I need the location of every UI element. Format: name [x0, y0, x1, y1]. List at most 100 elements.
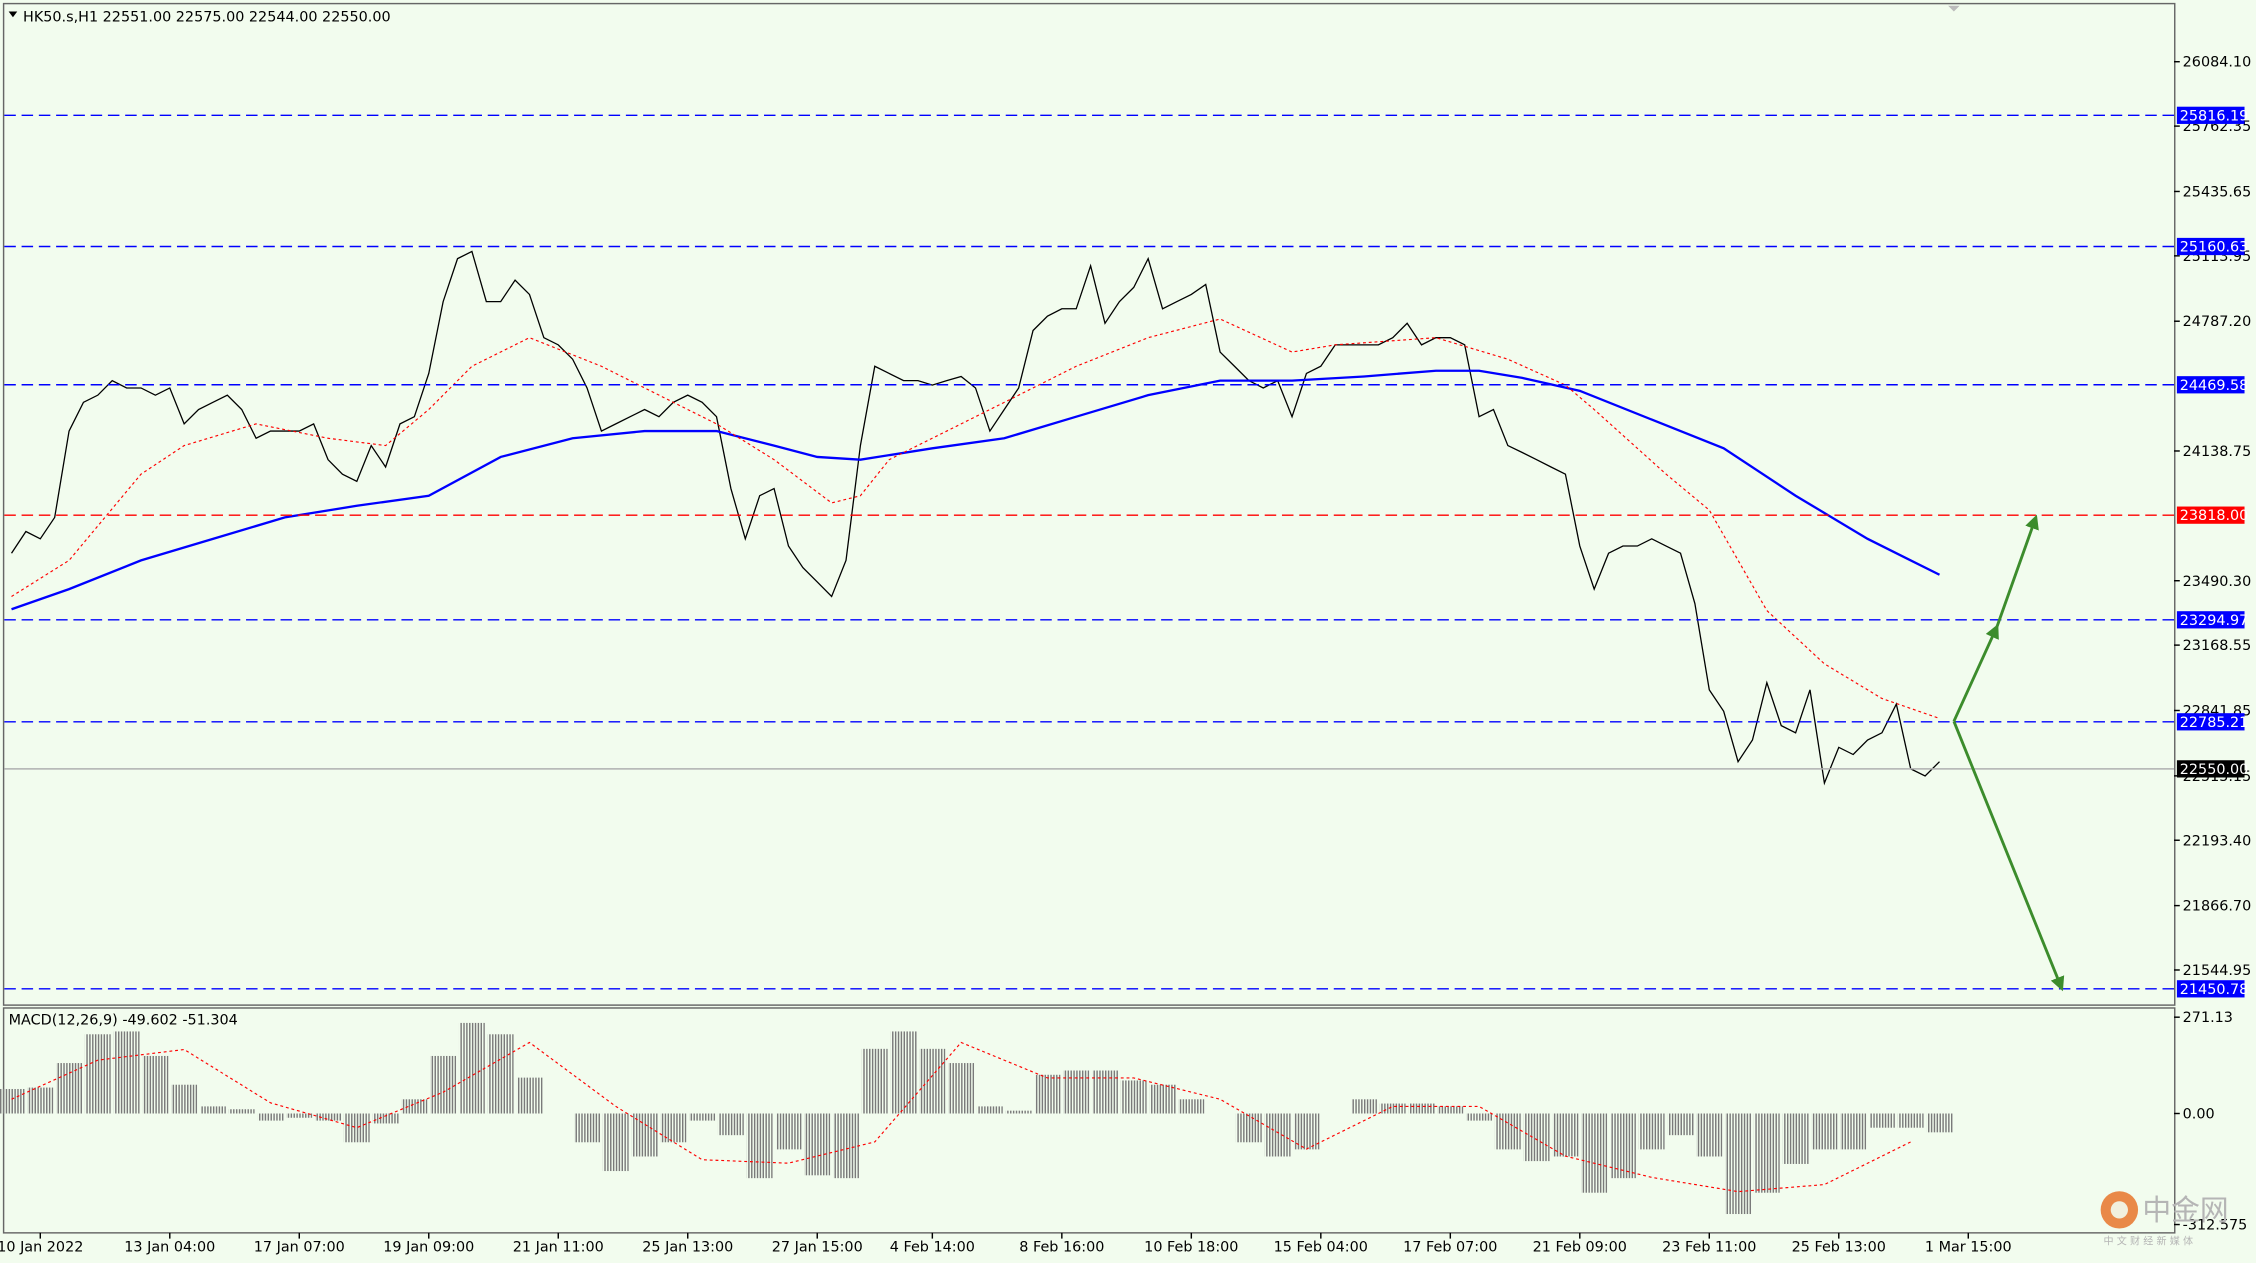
watermark-title: 中金网	[2142, 1193, 2228, 1227]
macd-bar	[1264, 1113, 1291, 1157]
y-tick-label: 0.00	[2183, 1107, 2215, 1123]
level-label: 25816.19	[2180, 108, 2249, 124]
macd-bar	[199, 1106, 226, 1114]
macd-bar	[1753, 1113, 1780, 1193]
macd-bar	[1466, 1113, 1493, 1121]
price-line	[10, 250, 1940, 786]
y-tick-label: 21544.95	[2183, 963, 2252, 979]
macd-bar	[1005, 1110, 1032, 1114]
level-label: 25160.63	[2180, 240, 2249, 256]
macd-bar	[401, 1099, 428, 1114]
level-label: 22785.21	[2180, 715, 2249, 731]
projection-arrow	[1952, 720, 2065, 992]
level-label: 24469.58	[2180, 378, 2249, 394]
macd-bar	[228, 1109, 255, 1114]
signal-line	[11, 1041, 1911, 1193]
y-tick-label: -312.575	[2183, 1218, 2248, 1234]
macd-bar	[948, 1063, 975, 1114]
macd-bar	[257, 1113, 284, 1121]
macd-bar	[919, 1048, 946, 1114]
x-tick-label: 10 Jan 2022	[0, 1240, 83, 1256]
macd-bar	[1725, 1113, 1752, 1215]
macd-bar	[516, 1077, 543, 1114]
macd-bar	[1494, 1113, 1521, 1150]
last-price-label: 22550.00	[2180, 762, 2249, 778]
x-tick-label: 4 Feb 14:00	[890, 1240, 975, 1256]
macd-bar	[1235, 1113, 1262, 1143]
level-label: 23294.97	[2180, 613, 2249, 629]
macd-bar	[315, 1113, 341, 1121]
macd-bar	[660, 1113, 687, 1143]
macd-bar	[286, 1113, 313, 1118]
macd-bar	[804, 1113, 831, 1176]
macd-bar	[1149, 1084, 1176, 1114]
macd-bar	[1667, 1113, 1694, 1136]
x-tick-label: 15 Feb 04:00	[1274, 1240, 1368, 1256]
y-tick-label: 26084.10	[2183, 55, 2252, 71]
watermark-subtitle: 中 文 财 经 新 媒 体	[2104, 1234, 2194, 1247]
macd-bar	[1379, 1103, 1406, 1114]
y-tick-label: 24138.75	[2183, 444, 2252, 460]
macd-bar	[372, 1113, 399, 1124]
level-label-box	[2176, 713, 2245, 731]
macd-bar	[717, 1113, 744, 1136]
x-tick-label: 27 Jan 15:00	[772, 1240, 863, 1256]
y-tick-label: 23168.55	[2183, 638, 2252, 654]
x-tick-label: 17 Feb 07:00	[1403, 1240, 1497, 1256]
macd-bar	[1523, 1113, 1550, 1162]
macd-bar	[689, 1113, 716, 1121]
macd-bar	[1782, 1113, 1809, 1164]
x-tick-label: 25 Jan 13:00	[642, 1240, 733, 1256]
x-tick-label: 1 Mar 15:00	[1925, 1240, 2012, 1256]
macd-bar	[1696, 1113, 1723, 1157]
macd-bar	[1063, 1070, 1090, 1114]
y-tick-label: 23490.30	[2183, 574, 2252, 590]
macd-bar	[631, 1113, 658, 1157]
y-tick-label: 22193.40	[2183, 833, 2252, 849]
macd-bar	[1610, 1113, 1636, 1179]
main-panel-frame	[2, 2, 2176, 1006]
macd-bar	[113, 1031, 140, 1114]
macd-bar	[775, 1113, 802, 1150]
x-tick-label: 17 Jan 07:00	[254, 1240, 345, 1256]
macd-bar	[142, 1055, 169, 1114]
level-label-box	[2176, 611, 2245, 629]
x-tick-label: 10 Feb 18:00	[1144, 1240, 1238, 1256]
y-tick-label: 21866.70	[2183, 899, 2252, 915]
x-tick-label: 8 Feb 16:00	[1019, 1240, 1104, 1256]
macd-bar	[1840, 1113, 1867, 1150]
y-tick-label: 271.13	[2183, 1010, 2233, 1026]
macd-bar	[1869, 1113, 1895, 1128]
macd-bar	[1581, 1113, 1608, 1193]
level-label-box	[2176, 506, 2245, 524]
macd-bar	[0, 1088, 25, 1114]
macd-bar	[430, 1055, 457, 1114]
macd-bar	[1351, 1099, 1377, 1114]
shift-marker[interactable]	[1948, 5, 1960, 12]
x-tick-label: 19 Jan 09:00	[383, 1240, 474, 1256]
logo-icon-inner	[2110, 1201, 2128, 1219]
macd-bar	[1178, 1099, 1205, 1114]
macd-bar	[1293, 1113, 1320, 1150]
macd-bar	[976, 1106, 1003, 1114]
macd-bar	[1120, 1080, 1147, 1114]
level-label-box	[2176, 980, 2245, 998]
macd-bar	[1437, 1106, 1464, 1114]
macd-bar	[27, 1087, 54, 1114]
macd-bar	[171, 1084, 198, 1114]
macd-bar	[1092, 1070, 1118, 1114]
macd-bar	[746, 1113, 773, 1179]
moving-average-line	[11, 369, 1941, 611]
level-label-box	[2176, 237, 2245, 256]
moving-average-line	[11, 318, 1940, 719]
last-price-box	[2176, 760, 2245, 778]
collapse-icon[interactable]	[8, 11, 18, 18]
macd-bar	[343, 1113, 370, 1143]
macd-bar	[602, 1113, 629, 1172]
macd-bar	[1926, 1113, 1953, 1133]
macd-bar	[574, 1113, 600, 1143]
macd-bar	[1638, 1113, 1665, 1150]
macd-bar	[458, 1022, 485, 1114]
